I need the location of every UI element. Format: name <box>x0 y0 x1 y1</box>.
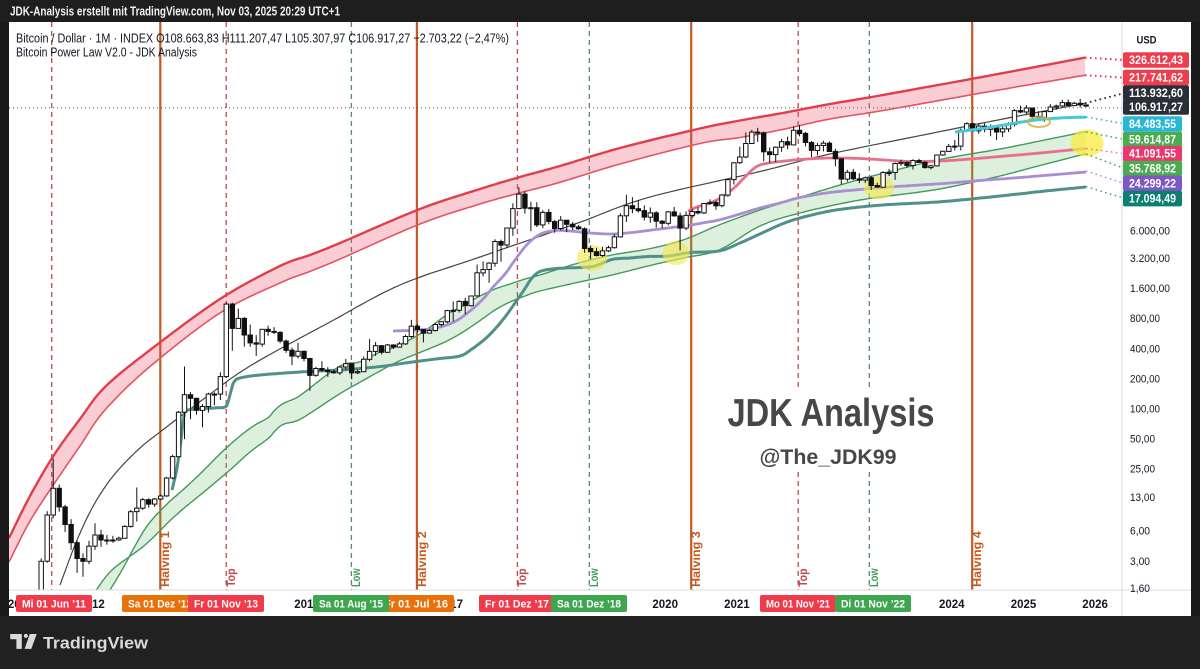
svg-text:Sa 01 Dez ’12: Sa 01 Dez ’12 <box>128 599 192 611</box>
svg-text:2021: 2021 <box>724 599 750 611</box>
svg-text:35.768,92: 35.768,92 <box>1129 164 1176 176</box>
svg-text:3.200,00: 3.200,00 <box>1130 253 1170 265</box>
svg-text:Low: Low <box>587 568 601 587</box>
svg-text:Mo 01 Nov ’21: Mo 01 Nov ’21 <box>766 599 830 611</box>
svg-text:59.614,87: 59.614,87 <box>1129 135 1176 147</box>
svg-text:Mi 01 Jun ’11: Mi 01 Jun ’11 <box>22 599 86 611</box>
svg-text:6,00: 6,00 <box>1130 526 1150 538</box>
svg-text:Sa 01 Aug ’15: Sa 01 Aug ’15 <box>319 599 383 611</box>
svg-text:Low: Low <box>867 568 881 587</box>
svg-text:Di 01 Nov ’22: Di 01 Nov ’22 <box>841 599 905 611</box>
svg-text:217.741,62: 217.741,62 <box>1129 73 1183 85</box>
svg-text:Fr 01 Jul ’16: Fr 01 Jul ’16 <box>384 599 448 611</box>
svg-text:Top: Top <box>515 568 529 587</box>
svg-text:3,00: 3,00 <box>1130 556 1150 568</box>
svg-text:113.932,60: 113.932,60 <box>1129 88 1183 100</box>
svg-text:Halving 4: Halving 4 <box>970 531 984 587</box>
svg-text:50,00: 50,00 <box>1130 434 1155 446</box>
svg-text:106.917,27: 106.917,27 <box>1129 102 1183 114</box>
svg-text:1,60: 1,60 <box>1130 583 1150 595</box>
svg-text:Bitcoin Power Law V2.0 - JDK A: Bitcoin Power Law V2.0 - JDK Analysis <box>16 45 197 60</box>
svg-text:Halving 2: Halving 2 <box>415 531 429 587</box>
svg-text:Low: Low <box>349 568 363 587</box>
svg-text:100,00: 100,00 <box>1130 404 1160 416</box>
svg-text:800,00: 800,00 <box>1130 313 1160 325</box>
svg-text:2020: 2020 <box>652 599 678 611</box>
svg-text:Bitcoin / Dollar · 1M · INDEX: Bitcoin / Dollar · 1M · INDEX O108.663,8… <box>16 31 509 46</box>
svg-text:Fr 01 Nov ’13: Fr 01 Nov ’13 <box>194 599 258 611</box>
svg-text:USD: USD <box>1137 35 1157 47</box>
svg-text:326.612,43: 326.612,43 <box>1129 55 1183 67</box>
svg-text:Fr 01 Dez ’17: Fr 01 Dez ’17 <box>485 599 549 611</box>
svg-text:JDK Analysis: JDK Analysis <box>728 392 935 435</box>
svg-text:TradingView: TradingView <box>43 635 148 653</box>
svg-text:400,00: 400,00 <box>1130 343 1160 355</box>
svg-text:17.094,49: 17.094,49 <box>1129 194 1176 206</box>
svg-text:1.600,00: 1.600,00 <box>1130 283 1170 295</box>
svg-text:JDK-Analysis erstellt mit Trad: JDK-Analysis erstellt mit TradingView.co… <box>10 5 340 19</box>
svg-text:200,00: 200,00 <box>1130 373 1160 385</box>
svg-text:2025: 2025 <box>1011 599 1037 611</box>
svg-text:41.091,55: 41.091,55 <box>1129 149 1177 161</box>
svg-text:Halving 1: Halving 1 <box>158 531 172 587</box>
svg-text:84.483,55: 84.483,55 <box>1129 119 1177 131</box>
svg-text:Halving 3: Halving 3 <box>689 531 703 587</box>
svg-text:6.000,00: 6.000,00 <box>1130 226 1170 238</box>
svg-text:Sa 01 Dez ’18: Sa 01 Dez ’18 <box>557 599 621 611</box>
svg-text:Top: Top <box>796 568 810 587</box>
svg-text:2026: 2026 <box>1082 599 1108 611</box>
svg-text:@The_JDK99: @The_JDK99 <box>760 446 897 469</box>
svg-text:24.299,22: 24.299,22 <box>1129 178 1176 190</box>
svg-text:13,00: 13,00 <box>1130 492 1155 504</box>
svg-text:Top: Top <box>224 568 238 587</box>
svg-text:25,00: 25,00 <box>1130 464 1155 476</box>
svg-text:2024: 2024 <box>939 599 965 611</box>
